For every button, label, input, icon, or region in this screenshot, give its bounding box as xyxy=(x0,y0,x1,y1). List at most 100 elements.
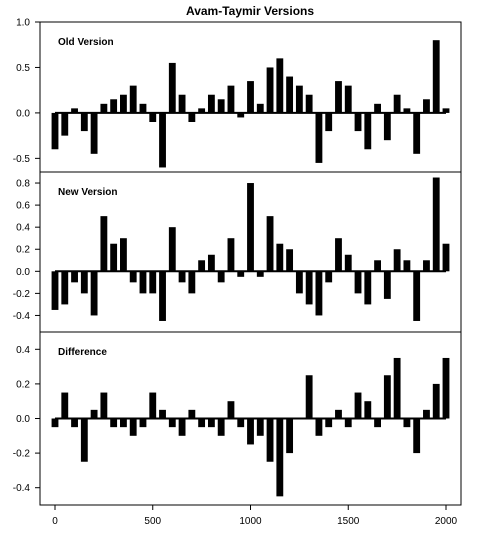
y-tick-label: 0.4 xyxy=(16,223,30,234)
data-bar xyxy=(344,418,352,428)
data-bar xyxy=(188,409,196,419)
panel-label: Difference xyxy=(58,347,107,358)
y-tick-label: 0.5 xyxy=(16,63,30,74)
data-bar xyxy=(432,40,440,113)
data-bar xyxy=(364,112,372,150)
x-tick-label: 500 xyxy=(144,516,161,527)
data-bar xyxy=(335,81,342,113)
data-bar xyxy=(51,271,59,310)
data-bar xyxy=(247,81,254,113)
data-bar xyxy=(237,271,245,277)
data-bar xyxy=(110,418,118,428)
data-bar xyxy=(61,392,69,419)
data-bar xyxy=(442,357,450,419)
panel-label: New Version xyxy=(58,187,117,198)
data-bar xyxy=(266,67,274,113)
data-bar xyxy=(374,260,381,272)
chart-title: Avam-Taymir Versions xyxy=(186,4,314,18)
data-bar xyxy=(159,409,166,419)
data-bar xyxy=(51,418,59,428)
data-bar xyxy=(305,271,313,305)
data-bar xyxy=(432,383,440,419)
data-bar xyxy=(120,238,127,272)
data-bar xyxy=(364,401,372,419)
x-tick-label: 2000 xyxy=(435,516,458,527)
data-bar xyxy=(139,271,147,294)
data-bar xyxy=(305,94,313,113)
data-bar xyxy=(217,418,225,436)
data-bar xyxy=(100,103,108,113)
data-bar xyxy=(256,103,264,113)
data-bar xyxy=(100,216,108,272)
data-bar xyxy=(207,94,215,113)
data-bar xyxy=(344,254,352,272)
data-bar xyxy=(149,271,157,294)
data-bar xyxy=(247,418,254,445)
data-bar xyxy=(354,271,362,294)
data-bar xyxy=(61,112,69,136)
data-bar xyxy=(129,85,137,113)
data-bar xyxy=(315,112,323,163)
data-bar xyxy=(325,418,333,428)
data-bar xyxy=(413,271,421,321)
data-bar xyxy=(139,103,147,113)
data-bar xyxy=(159,271,166,321)
data-bar xyxy=(51,112,59,150)
data-bar xyxy=(247,183,254,272)
data-bar xyxy=(335,409,342,419)
y-tick-label: 1.0 xyxy=(16,18,30,29)
data-bar xyxy=(207,418,215,428)
data-bar xyxy=(227,238,235,272)
data-bar xyxy=(237,418,245,428)
data-bar xyxy=(266,418,274,462)
data-bar xyxy=(178,94,186,113)
data-bar xyxy=(432,177,440,272)
data-bar xyxy=(276,243,284,272)
data-bar xyxy=(305,375,313,419)
data-bar xyxy=(100,392,108,419)
data-bar xyxy=(188,112,196,122)
data-bar xyxy=(129,271,137,283)
data-bar xyxy=(71,108,78,113)
data-bar xyxy=(178,271,186,283)
data-bar xyxy=(71,418,78,428)
data-bar xyxy=(120,418,127,428)
data-bar xyxy=(383,112,391,141)
data-bar xyxy=(237,112,245,118)
data-bar xyxy=(256,271,264,277)
data-bar xyxy=(286,76,294,113)
data-bar xyxy=(344,85,352,113)
data-bar xyxy=(403,260,411,272)
data-bar xyxy=(71,271,78,283)
data-bar xyxy=(139,418,147,428)
data-bar xyxy=(61,271,69,305)
y-tick-label: 0.6 xyxy=(16,201,30,212)
data-bar xyxy=(110,99,118,113)
x-tick-label: 0 xyxy=(52,516,58,527)
data-bar xyxy=(149,112,157,122)
y-tick-label: -0.2 xyxy=(13,449,31,460)
data-bar xyxy=(159,112,166,168)
data-bar xyxy=(354,112,362,132)
data-bar xyxy=(374,418,381,428)
data-bar xyxy=(383,271,391,299)
data-bar xyxy=(325,271,333,283)
data-bar xyxy=(168,418,176,428)
data-bar xyxy=(276,418,284,497)
y-tick-label: -0.4 xyxy=(13,483,31,494)
data-bar xyxy=(413,112,421,154)
panels-group: Old Version -0.5 0.0 0.5 1.0 New Version -0.4 -… xyxy=(13,18,462,527)
data-bar xyxy=(80,418,88,462)
y-tick-label: 0.8 xyxy=(16,179,30,190)
data-bar xyxy=(335,238,342,272)
data-bar xyxy=(383,375,391,419)
panel-2: New Version -0.4 -0.2 0.0 0.2 0.4 0.6 0.8 xyxy=(13,171,462,333)
y-tick-label: -0.5 xyxy=(13,154,31,165)
data-bar xyxy=(325,112,333,132)
data-bar xyxy=(256,418,264,436)
y-tick-label: 0.0 xyxy=(16,108,30,119)
panel-3: Difference -0.4 -0.2 0.0 0.2 0.4 0 500 1000 1500 2… xyxy=(13,331,462,527)
data-bar xyxy=(354,392,362,419)
data-bar xyxy=(178,418,186,436)
